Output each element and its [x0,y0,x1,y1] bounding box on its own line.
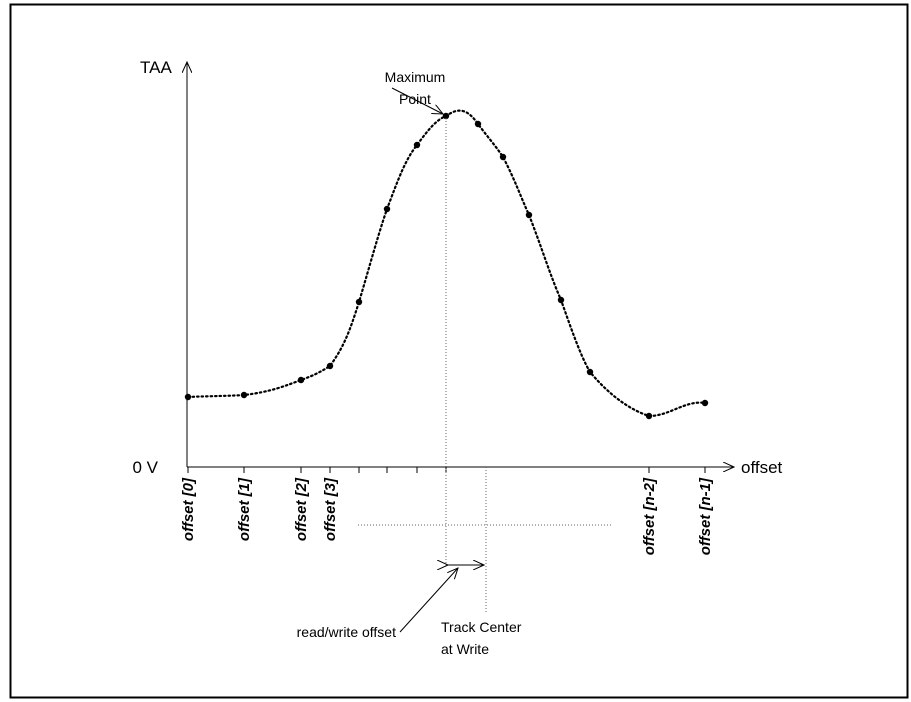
frame [9,3,909,699]
offset-label: offset [n-2] [641,477,658,555]
sample-points [184,112,709,420]
offset-label: offset [0] [180,477,197,541]
offset-label: offset [1] [236,477,253,541]
max-leader [391,87,443,114]
guide-lines [358,118,612,612]
max-label: Point [399,91,431,107]
origin-label: 0 V [132,458,158,477]
track-label: Track Center [441,619,522,635]
offset-label: offset [3] [322,477,339,541]
max-label: Maximum [385,69,446,85]
track-label: at Write [441,641,489,657]
rw-leader [399,568,458,633]
x-label: offset [741,458,783,477]
rw-label: read/write offset [297,624,396,640]
offset-label: offset [n-1] [697,477,714,555]
y-label: TAA [140,58,172,77]
offset-label: offset [2] [293,477,310,541]
